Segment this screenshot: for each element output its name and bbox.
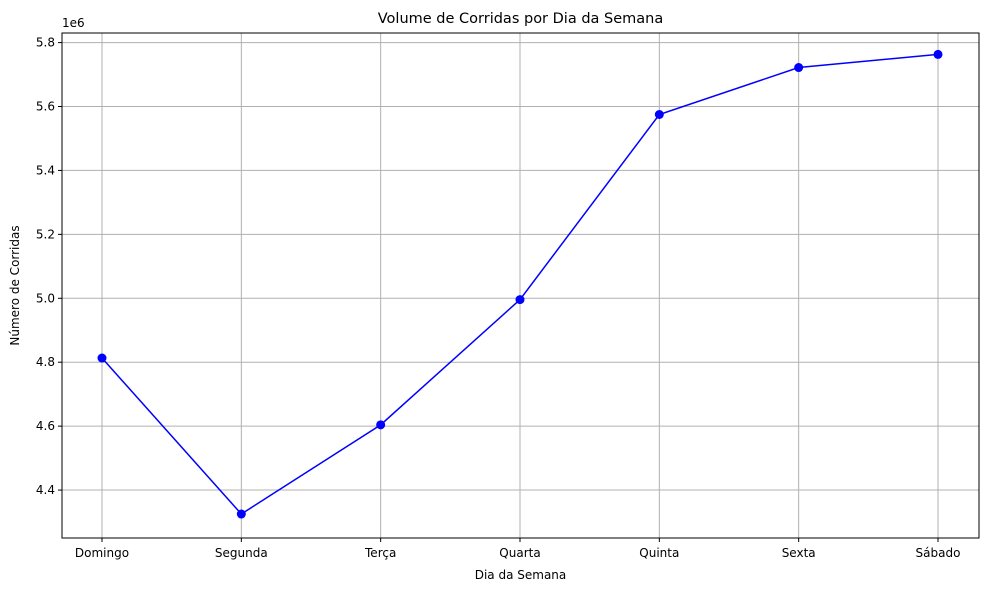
data-point-segunda — [236, 509, 246, 519]
x-tick-label: Quinta — [639, 546, 679, 560]
data-point-domingo — [97, 353, 107, 363]
grid-lines — [62, 33, 979, 538]
x-tick-label: Segunda — [215, 546, 268, 560]
x-tick-label: Terça — [364, 546, 396, 560]
y-tick-label: 5.0 — [36, 291, 55, 305]
x-tick-label: Domingo — [75, 546, 129, 560]
data-point-sábado — [933, 49, 943, 59]
data-point-quarta — [515, 295, 525, 305]
y-tick-label: 5.4 — [36, 163, 55, 177]
y-tick-label: 4.6 — [36, 419, 55, 433]
data-point-sexta — [794, 63, 804, 73]
y-tick-label: 5.2 — [36, 227, 55, 241]
y-axis-offset-label: 1e6 — [62, 16, 85, 30]
y-axis-label: Número de Corridas — [8, 225, 22, 345]
chart-title: Volume de Corridas por Dia da Semana — [378, 11, 663, 27]
y-tick-label: 4.4 — [36, 483, 55, 497]
data-point-quinta — [654, 110, 664, 120]
x-tick-label: Sábado — [916, 546, 961, 560]
y-tick-label: 5.6 — [36, 100, 55, 114]
x-axis-label: Dia da Semana — [475, 568, 567, 582]
x-tick-label: Sexta — [782, 546, 816, 560]
series-layer — [97, 49, 943, 519]
data-point-terça — [376, 420, 386, 430]
x-tick-label: Quarta — [499, 546, 540, 560]
y-tick-label: 5.8 — [36, 36, 55, 50]
y-tick-label: 4.8 — [36, 355, 55, 369]
y-axis-ticks: 4.4 4.6 4.8 5.0 5.2 5.4 5.6 5.8 — [36, 36, 62, 497]
x-axis-ticks: Domingo Segunda Terça Quarta Quinta Sexta Sába… — [75, 538, 961, 560]
